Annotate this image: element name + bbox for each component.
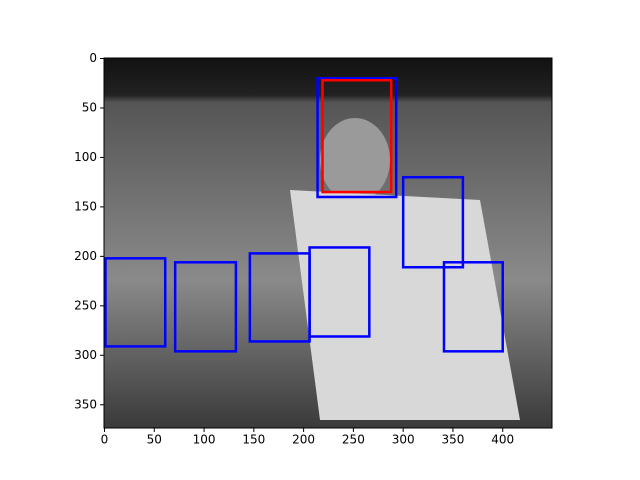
y-tick-label: 350 [74, 397, 97, 411]
x-tick-label: 100 [193, 433, 216, 447]
bounding-box [308, 246, 371, 338]
axes-frame [103, 57, 553, 429]
bounding-box [321, 79, 393, 194]
y-tick-label: 0 [89, 51, 97, 65]
y-tick-label: 300 [74, 348, 97, 362]
x-tick-label: 300 [392, 433, 415, 447]
x-tick-label: 0 [101, 433, 109, 447]
y-tick-label: 100 [74, 150, 97, 164]
y-tick-label: 150 [74, 199, 97, 213]
photo-face [320, 118, 390, 202]
bounding-box [104, 257, 167, 348]
y-tick-label: 200 [74, 249, 97, 263]
y-tick-label: 50 [82, 100, 97, 114]
bounding-box [401, 175, 465, 269]
bounding-box [442, 261, 504, 353]
x-tick-label: 150 [242, 433, 265, 447]
x-tick-label: 50 [147, 433, 162, 447]
x-tick-label: 400 [491, 433, 514, 447]
y-tick-label: 250 [74, 298, 97, 312]
x-tick-label: 350 [441, 433, 464, 447]
bounding-box [173, 261, 238, 353]
bounding-box [316, 77, 398, 199]
x-tick-label: 250 [342, 433, 365, 447]
x-tick-label: 200 [292, 433, 315, 447]
